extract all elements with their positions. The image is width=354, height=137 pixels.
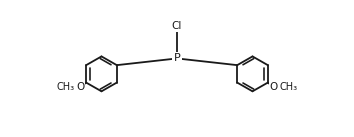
Text: CH₃: CH₃ <box>56 82 75 92</box>
Text: Cl: Cl <box>172 21 182 31</box>
Text: CH₃: CH₃ <box>279 82 298 92</box>
Text: O: O <box>269 82 278 92</box>
Text: O: O <box>76 82 85 92</box>
Text: P: P <box>173 53 181 63</box>
